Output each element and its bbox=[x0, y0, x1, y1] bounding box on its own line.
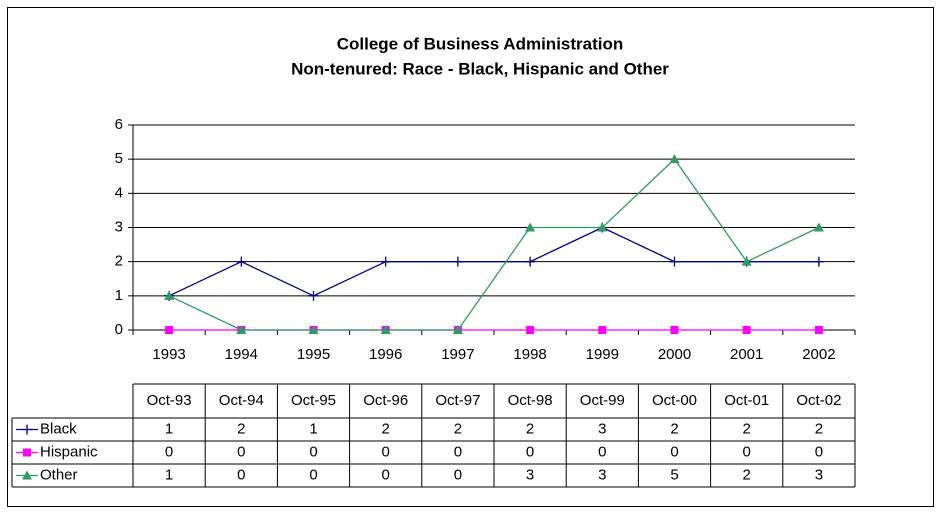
chart-border bbox=[7, 7, 934, 507]
data-point bbox=[813, 256, 824, 267]
table-cell: 0 bbox=[237, 443, 245, 460]
table-cell: 1 bbox=[309, 420, 317, 437]
data-point bbox=[669, 256, 680, 267]
legend-label: Black bbox=[40, 420, 77, 437]
table-cell: 2 bbox=[743, 420, 751, 437]
x-tick-label: 1997 bbox=[441, 346, 474, 363]
table-cell: 0 bbox=[165, 443, 173, 460]
table-header: Oct-93 bbox=[147, 392, 192, 409]
table-cell: 0 bbox=[382, 466, 390, 483]
table-header: Oct-99 bbox=[580, 392, 625, 409]
data-point bbox=[452, 256, 463, 267]
data-point bbox=[236, 256, 247, 267]
table-cell: 0 bbox=[815, 443, 823, 460]
table-cell: 0 bbox=[598, 443, 606, 460]
table-cell: 1 bbox=[165, 466, 173, 483]
y-tick-label: 0 bbox=[115, 321, 123, 338]
table-header: Oct-97 bbox=[435, 392, 480, 409]
table-cell: 0 bbox=[526, 443, 534, 460]
data-point bbox=[598, 326, 607, 334]
data-point bbox=[380, 325, 391, 334]
table-header: Oct-01 bbox=[724, 392, 769, 409]
x-tick-label: 1996 bbox=[369, 346, 402, 363]
data-point bbox=[452, 325, 463, 334]
data-point bbox=[526, 326, 535, 334]
x-tick-label: 1994 bbox=[225, 346, 258, 363]
data-point bbox=[236, 325, 247, 334]
x-tick-label: 2001 bbox=[730, 346, 763, 363]
y-tick-label: 4 bbox=[115, 184, 123, 201]
legend-marker bbox=[22, 424, 32, 435]
data-point bbox=[814, 326, 823, 334]
table-header: Oct-00 bbox=[652, 392, 697, 409]
table-cell: 2 bbox=[237, 420, 245, 437]
table-cell: 2 bbox=[815, 420, 823, 437]
table-cell: 0 bbox=[382, 443, 390, 460]
table-header: Oct-95 bbox=[291, 392, 336, 409]
table-cell: 3 bbox=[815, 466, 823, 483]
y-tick-label: 1 bbox=[115, 287, 123, 304]
data-point bbox=[308, 290, 319, 301]
data-point bbox=[670, 326, 679, 334]
table-cell: 2 bbox=[382, 420, 390, 437]
data-point bbox=[597, 222, 608, 232]
table-cell: 2 bbox=[526, 420, 534, 437]
table-cell: 2 bbox=[454, 420, 462, 437]
data-point bbox=[741, 256, 752, 266]
data-point bbox=[165, 326, 174, 334]
chart-subtitle: Non-tenured: Race - Black, Hispanic and … bbox=[291, 59, 669, 78]
table-cell: 2 bbox=[670, 420, 678, 437]
table-header: Oct-98 bbox=[508, 392, 553, 409]
x-tick-label: 2002 bbox=[802, 346, 835, 363]
y-tick-label: 3 bbox=[115, 218, 123, 235]
table-header: Oct-02 bbox=[796, 392, 841, 409]
table-cell: 0 bbox=[237, 466, 245, 483]
table-cell: 3 bbox=[598, 466, 606, 483]
y-tick-label: 5 bbox=[115, 150, 123, 167]
data-point bbox=[669, 154, 680, 164]
table-cell: 1 bbox=[165, 420, 173, 437]
legend-label: Hispanic bbox=[40, 443, 98, 460]
table-cell: 5 bbox=[670, 466, 678, 483]
series-line bbox=[168, 158, 820, 331]
table-cell: 3 bbox=[598, 420, 606, 437]
y-tick-label: 2 bbox=[115, 253, 123, 270]
x-tick-label: 1999 bbox=[586, 346, 619, 363]
legend-marker bbox=[22, 470, 32, 480]
data-point bbox=[742, 326, 751, 334]
data-point bbox=[525, 256, 536, 267]
chart-title: College of Business Administration bbox=[337, 34, 624, 53]
x-tick-label: 1993 bbox=[152, 346, 185, 363]
table-cell: 3 bbox=[526, 466, 534, 483]
data-point bbox=[813, 222, 824, 232]
table-cell: 0 bbox=[309, 443, 317, 460]
table-cell: 0 bbox=[670, 443, 678, 460]
table-header: Oct-94 bbox=[219, 392, 264, 409]
table-header: Oct-96 bbox=[363, 392, 408, 409]
data-point bbox=[308, 325, 319, 334]
x-tick-label: 2000 bbox=[658, 346, 691, 363]
table-cell: 2 bbox=[743, 466, 751, 483]
y-tick-label: 6 bbox=[115, 116, 123, 133]
legend-label: Other bbox=[40, 466, 78, 483]
table-cell: 0 bbox=[309, 466, 317, 483]
x-tick-label: 1998 bbox=[513, 346, 546, 363]
series-line bbox=[168, 226, 819, 297]
data-point bbox=[164, 290, 175, 300]
table-cell: 0 bbox=[454, 443, 462, 460]
legend-marker bbox=[23, 448, 31, 457]
x-tick-label: 1995 bbox=[297, 346, 330, 363]
table-cell: 0 bbox=[743, 443, 751, 460]
data-point bbox=[380, 256, 391, 267]
table-cell: 0 bbox=[454, 466, 462, 483]
data-point bbox=[525, 222, 536, 232]
